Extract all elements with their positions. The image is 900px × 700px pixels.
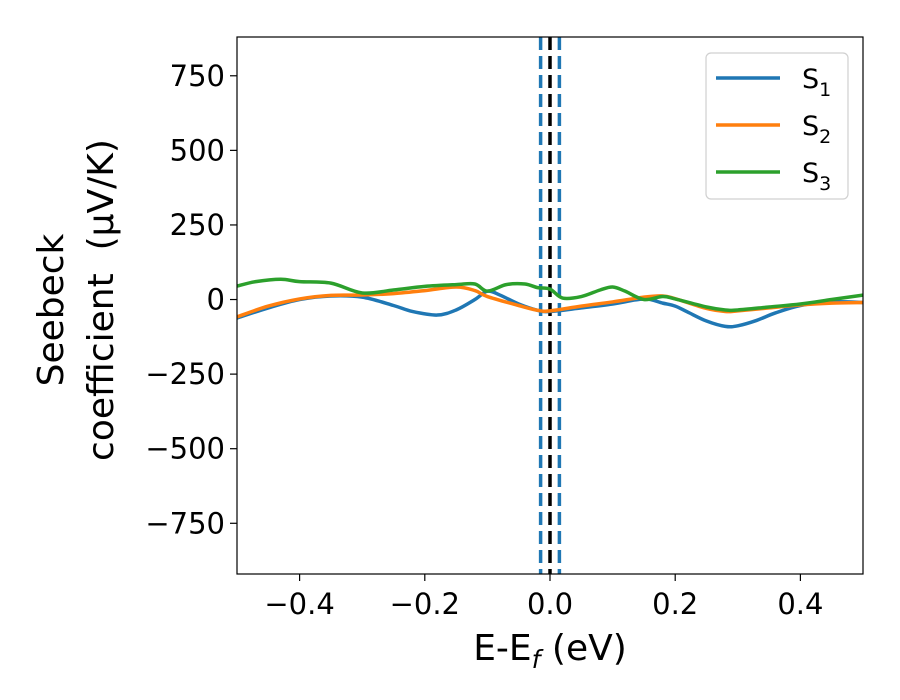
legend-label-s3: S3 — [802, 158, 831, 195]
y-axis-ticks: 750 500 250 0 −250 −500 −750 — [145, 59, 237, 540]
x-tick-label: −0.2 — [390, 587, 460, 621]
legend-label-subscript: 2 — [819, 126, 831, 148]
legend-label-main: S — [802, 64, 819, 95]
y-tick-label: 250 — [170, 208, 225, 242]
y-tick-label: 500 — [170, 133, 225, 167]
x-tick-label: 0.4 — [777, 587, 823, 621]
y-tick-label: −500 — [145, 432, 225, 466]
y-tick-label: 750 — [170, 59, 225, 93]
x-axis-label-tail: (eV) — [540, 628, 626, 669]
legend-label-subscript: 3 — [819, 173, 831, 195]
legend-label-subscript: 1 — [819, 79, 831, 101]
x-tick-label: −0.4 — [264, 587, 334, 621]
series-lines — [237, 277, 863, 329]
reference-lines — [538, 37, 562, 574]
y-axis-label-line1: Seebeck — [31, 233, 72, 386]
x-axis-label: E-Ef (eV) — [473, 628, 627, 674]
x-axis-label-main: E-E — [473, 628, 531, 669]
legend-label-main: S — [802, 158, 819, 189]
y-tick-label: −750 — [145, 506, 225, 540]
legend-label-s1: S1 — [802, 64, 831, 101]
y-tick-label: −250 — [145, 357, 225, 391]
x-tick-label: 0.0 — [527, 587, 573, 621]
legend-label-main: S — [802, 111, 819, 142]
series-line-s3 — [237, 277, 863, 313]
x-tick-label: 0.2 — [652, 587, 698, 621]
legend-label-s2: S2 — [802, 111, 831, 148]
y-tick-label: 0 — [207, 283, 225, 317]
y-axis-label-line2: coefficient (μV/K) — [81, 139, 122, 461]
x-axis-ticks: −0.4 −0.2 0.0 0.2 0.4 — [264, 574, 823, 621]
